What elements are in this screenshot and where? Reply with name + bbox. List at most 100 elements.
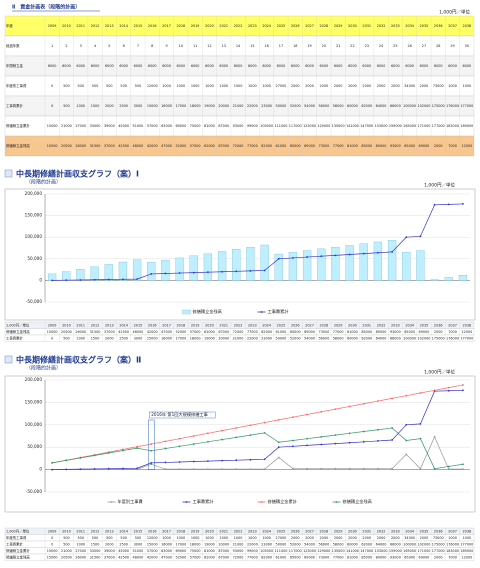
chart-subtitle: （段階的計画）: [26, 365, 61, 372]
table-cell: 6000: [219, 64, 228, 68]
table-cell: 6000: [320, 64, 329, 68]
table-cell: 12000: [461, 330, 472, 334]
line-marker: [277, 456, 280, 459]
line-marker: [136, 467, 138, 470]
table-cell: 500: [106, 84, 112, 88]
table-cell: 45000: [118, 124, 129, 128]
table-cell: 117000: [289, 124, 302, 128]
line-marker: [235, 436, 238, 439]
table-cell: 72000: [233, 330, 244, 334]
table-cell: 39000: [104, 124, 115, 128]
line-marker: [178, 468, 181, 471]
table-cell: 6000: [48, 64, 57, 68]
table-cell: 1500: [91, 542, 100, 546]
table-cell: 18000: [190, 336, 201, 340]
line-marker: [320, 410, 323, 413]
table-cell: 15000: [47, 555, 58, 559]
line-marker: [419, 467, 422, 470]
table-cell: 15000: [147, 542, 158, 546]
table-cell: 64000: [376, 542, 387, 546]
table-row: [4, 334, 475, 342]
line-marker: [405, 423, 408, 426]
table-cell: 99000: [247, 549, 258, 553]
table-cell: 1000: [463, 536, 472, 540]
table-cell: 25: [393, 44, 397, 48]
legend-marker: [260, 311, 263, 313]
line: [52, 427, 463, 470]
line-marker: [178, 272, 181, 274]
table-cell: 2000: [334, 84, 343, 88]
line-marker: [221, 270, 223, 273]
table-cell: 500: [63, 536, 69, 540]
table-cell: 93000: [390, 330, 401, 334]
line-marker: [65, 279, 68, 282]
table-cell: 15000: [147, 104, 158, 108]
table-cell: 6000: [405, 64, 414, 68]
line-marker: [207, 468, 209, 471]
chart-title: 中長期修繕計画収支グラフ（案）Ⅰ: [16, 169, 139, 179]
table-cell: 2028: [320, 24, 329, 28]
table-cell: 2018: [177, 529, 186, 533]
table-cell: 135000: [332, 124, 345, 128]
table-cell: 135000: [332, 549, 345, 553]
line-marker: [164, 447, 167, 450]
table-cell: 21000: [61, 549, 72, 553]
table-cell: 27: [422, 44, 426, 48]
table-cell: 1000: [191, 84, 200, 88]
table-cell: 500: [120, 84, 126, 88]
table-cell: 42000: [147, 555, 158, 559]
table-cell: 0: [51, 104, 53, 108]
table-cell: 77000: [333, 330, 344, 334]
table-cell: 2027: [305, 323, 314, 327]
table-cell: 65000: [290, 144, 301, 148]
table-cell: 2020: [205, 529, 214, 533]
table-cell: 2013: [105, 323, 114, 327]
table-cell: 69000: [419, 144, 430, 148]
table-cell: 2034: [405, 529, 414, 533]
table-cell: 147000: [360, 124, 373, 128]
table-cell: 2037: [448, 323, 457, 327]
table-cell: 69000: [175, 124, 186, 128]
table-cell: 18000: [190, 104, 201, 108]
table-cell: 82000: [261, 330, 272, 334]
row-label: 工事費累計: [6, 335, 24, 340]
table-cell: 21000: [233, 336, 244, 340]
table-cell: 6000: [305, 64, 314, 68]
table-cell: 1000: [177, 536, 186, 540]
table-cell: 500: [78, 84, 84, 88]
table-cell: 93000: [390, 144, 401, 148]
line-marker: [362, 402, 365, 405]
line-marker: [447, 203, 450, 206]
table-cell: 15000: [47, 330, 58, 334]
line-marker: [320, 435, 323, 438]
table-cell: 47000: [161, 555, 172, 559]
table-cell: 82000: [261, 144, 272, 148]
line-marker: [178, 437, 181, 440]
legend-swatch: [182, 309, 191, 315]
table-cell: 73000: [433, 536, 444, 540]
table-cell: 20000: [218, 104, 229, 108]
table-cell: 6000: [191, 64, 200, 68]
line-marker: [136, 445, 138, 448]
line-marker: [164, 440, 167, 443]
table-row: [4, 135, 475, 157]
table-cell: 19: [307, 44, 311, 48]
table-cell: 42500: [118, 555, 129, 559]
table-cell: 20: [322, 44, 326, 48]
table-cell: 2032: [377, 323, 386, 327]
line-marker: [207, 440, 209, 443]
table-cell: 2030: [348, 323, 357, 327]
table-cell: 6000: [105, 64, 114, 68]
table-cell: 2000: [105, 542, 114, 546]
table-cell: 56000: [318, 104, 329, 108]
table-cell: 72000: [233, 555, 244, 559]
table-cell: 2026: [291, 24, 300, 28]
y-tick-label: 50,000: [27, 256, 42, 261]
line-marker: [79, 457, 82, 459]
table-cell: 2500: [119, 336, 128, 340]
table-cell: 2029: [334, 529, 343, 533]
line-marker: [277, 441, 280, 444]
line-marker: [192, 468, 195, 471]
legend-marker: [185, 501, 188, 503]
table-cell: 26000: [75, 144, 86, 148]
